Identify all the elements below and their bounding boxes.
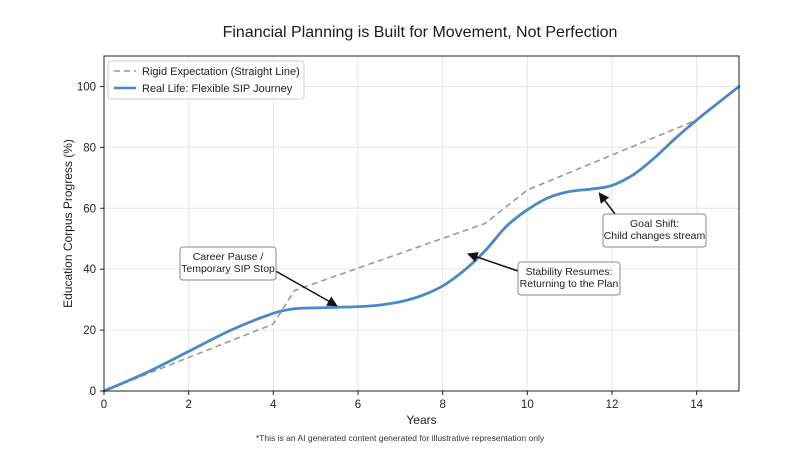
series-line-rigid-expectation	[103, 119, 698, 392]
x-axis-label: Years	[406, 413, 436, 427]
x-tick-label: 2	[185, 399, 191, 411]
annotation-text: Temporary SIP Stop	[181, 263, 275, 275]
legend-label-real-life: Real Life: Flexible SIP Journey	[142, 83, 293, 95]
x-tick-label: 12	[606, 399, 619, 411]
y-tick-label: 80	[83, 142, 96, 154]
footnote: *This is an AI generated content generat…	[256, 433, 545, 443]
annotation-text: Goal Shift:	[630, 218, 679, 230]
annotation-text: Stability Resumes:	[526, 266, 613, 278]
legend-box	[107, 60, 305, 100]
series-line-real-life	[102, 85, 741, 393]
plot-frame	[103, 55, 740, 392]
annotation-arrow	[467, 252, 519, 272]
x-tick-label: 4	[270, 399, 277, 411]
annotations: Career Pause /Temporary SIP Stop Stabilit…	[179, 192, 707, 307]
legend-label-rigid: Rigid Expectation (Straight Line)	[142, 66, 300, 78]
x-tick-label: 0	[101, 399, 107, 411]
annotation-arrow	[264, 264, 338, 307]
x-tick-label: 6	[355, 399, 361, 411]
x-tick-label: 14	[690, 399, 703, 411]
annotation-text: Child changes stream	[604, 230, 706, 242]
x-tick-label: 10	[521, 399, 534, 411]
y-tick-label: 20	[83, 325, 96, 337]
annotation-arrow	[598, 192, 616, 215]
chart-title: Financial Planning is Built for Movement…	[223, 24, 618, 41]
annotation-box	[602, 213, 707, 248]
annotation-box	[517, 261, 621, 296]
annotation-text: Career Pause /	[193, 251, 264, 263]
y-tick-label: 100	[77, 81, 96, 93]
legend: Rigid Expectation (Straight Line) Real L…	[107, 60, 305, 100]
y-axis-label: Education Corpus Progress (%)	[61, 139, 75, 308]
x-tick-label: 8	[439, 399, 445, 411]
annotation-text: Returning to the Plan	[520, 278, 619, 290]
tick-layer: 0 2 4 6 8 10 12 14 0 20 40 60 80 100	[77, 81, 704, 411]
y-tick-label: 40	[83, 264, 96, 276]
y-tick-label: 0	[90, 386, 96, 398]
y-tick-label: 60	[83, 203, 96, 215]
annotation-box	[179, 246, 277, 281]
series-layer	[102, 85, 741, 393]
